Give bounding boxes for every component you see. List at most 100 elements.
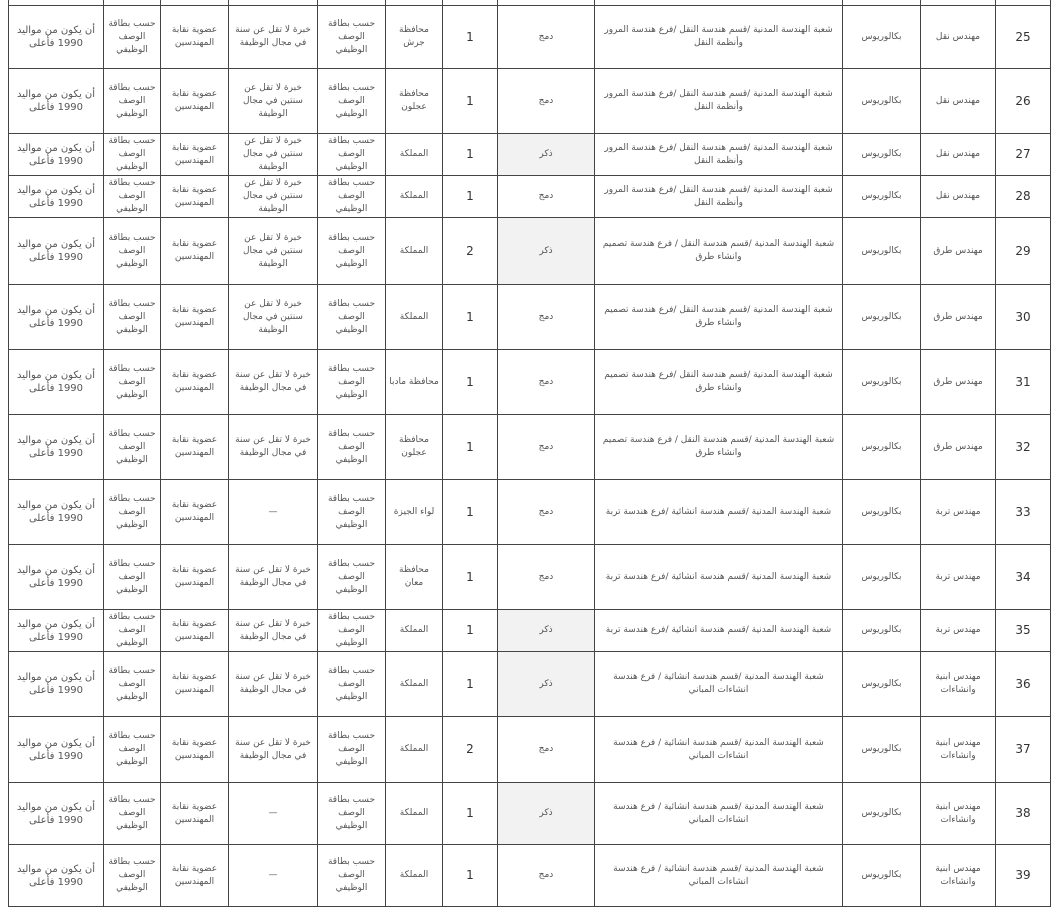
- gender-cell: دمج: [497, 349, 595, 415]
- specialization-cell: شعبة الهندسة المدنية /قسم هندسة انشائية …: [594, 609, 843, 652]
- row-number-cell: 36: [995, 651, 1051, 717]
- row-number-cell: 31: [995, 349, 1051, 415]
- experience-cell: —: [228, 844, 318, 907]
- table-row: 31 مهندس طرق بكالوريوس شعبة الهندسة المدنية…: [8, 349, 1051, 415]
- membership-cell: عضوية نقابة المهندسين: [160, 133, 229, 176]
- job-title-cell: مهندس طرق: [920, 284, 996, 350]
- gender-cell: دمج: [497, 68, 595, 134]
- location-cell: لواء الجيزة: [385, 479, 443, 545]
- specialization-cell: شعبة الهندسة المدنية /قسم هندسة انشائية …: [594, 782, 843, 845]
- age-condition-cell: أن يكون من مواليد 1990 فأعلى: [8, 651, 104, 717]
- location-cell: المملكة: [385, 844, 443, 907]
- age-condition-cell: أن يكون من مواليد 1990 فأعلى: [8, 5, 104, 69]
- job-title-cell: مهندس ابنية وانشاءات: [920, 716, 996, 783]
- gender-cell: دمج: [497, 5, 595, 69]
- job-title-cell: مهندس تربة: [920, 544, 996, 610]
- experience-cell: خبرة لا تقل عن سنة في مجال الوظيفة: [228, 609, 318, 652]
- experience-cell: خبرة لا تقل عن سنة في مجال الوظيفة: [228, 544, 318, 610]
- row-number-cell: 39: [995, 844, 1051, 907]
- age-condition-cell: أن يكون من مواليد 1990 فأعلى: [8, 844, 104, 907]
- vacancy-count-cell: 1: [442, 349, 498, 415]
- experience-cell: خبرة لا تقل عن سنة في مجال الوظيفة: [228, 414, 318, 480]
- job-card-note-cell: حسب بطاقة الوصف الوظيفي: [103, 651, 161, 717]
- gender-cell: ذكر: [497, 782, 595, 845]
- specialization-cell: شعبة الهندسة المدنية /قسم هندسة انشائية …: [594, 716, 843, 783]
- job-card-note-cell: حسب بطاقة الوصف الوظيفي: [103, 5, 161, 69]
- table-row: 35 مهندس تربة بكالوريوس شعبة الهندسة المدني…: [8, 609, 1051, 652]
- age-condition-cell: أن يكون من مواليد 1990 فأعلى: [8, 716, 104, 783]
- job-card-requirement-cell: حسب بطاقة الوصف الوظيفي: [317, 217, 386, 285]
- table-row: 38 مهندس ابنية وانشاءات بكالوريوس شعبة الهن…: [8, 782, 1051, 845]
- job-title-cell: مهندس نقل: [920, 68, 996, 134]
- table-row: 29 مهندس طرق بكالوريوس شعبة الهندسة المدنية…: [8, 217, 1051, 285]
- table-row: 33 مهندس تربة بكالوريوس شعبة الهندسة المدني…: [8, 479, 1051, 545]
- membership-cell: عضوية نقابة المهندسين: [160, 284, 229, 350]
- location-cell: محافظة جرش: [385, 5, 443, 69]
- experience-cell: —: [228, 782, 318, 845]
- experience-cell: خبرة لا تقل عن سنتين في مجال الوظيفة: [228, 68, 318, 134]
- specialization-cell: شعبة الهندسة المدنية /قسم هندسة النقل /ف…: [594, 5, 843, 69]
- job-title-cell: مهندس طرق: [920, 349, 996, 415]
- specialization-cell: شعبة الهندسة المدنية /قسم هندسة النقل / …: [594, 217, 843, 285]
- specialization-cell: شعبة الهندسة المدنية /قسم هندسة انشائية …: [594, 544, 843, 610]
- table-row: 30 مهندس طرق بكالوريوس شعبة الهندسة المدنية…: [8, 284, 1051, 350]
- row-number-cell: 30: [995, 284, 1051, 350]
- membership-cell: عضوية نقابة المهندسين: [160, 414, 229, 480]
- table-row: 27 مهندس نقل بكالوريوس شعبة الهندسة المدنية…: [8, 133, 1051, 176]
- job-card-note-cell: حسب بطاقة الوصف الوظيفي: [103, 349, 161, 415]
- job-card-note-cell: حسب بطاقة الوصف الوظيفي: [103, 414, 161, 480]
- gender-cell: دمج: [497, 414, 595, 480]
- gender-cell: دمج: [497, 479, 595, 545]
- row-number-cell: 27: [995, 133, 1051, 176]
- degree-cell: بكالوريوس: [842, 414, 921, 480]
- location-cell: المملكة: [385, 217, 443, 285]
- experience-cell: خبرة لا تقل عن سنة في مجال الوظيفة: [228, 651, 318, 717]
- degree-cell: بكالوريوس: [842, 651, 921, 717]
- specialization-cell: شعبة الهندسة المدنية /قسم هندسة انشائية …: [594, 479, 843, 545]
- vacancy-count-cell: 1: [442, 68, 498, 134]
- job-card-requirement-cell: حسب بطاقة الوصف الوظيفي: [317, 175, 386, 218]
- degree-cell: بكالوريوس: [842, 5, 921, 69]
- job-card-note-cell: حسب بطاقة الوصف الوظيفي: [103, 544, 161, 610]
- degree-cell: بكالوريوس: [842, 716, 921, 783]
- location-cell: المملكة: [385, 609, 443, 652]
- job-card-requirement-cell: حسب بطاقة الوصف الوظيفي: [317, 5, 386, 69]
- gender-cell: ذكر: [497, 609, 595, 652]
- jobs-table: 25 مهندس نقل بكالوريوس شعبة الهندسة المدنية…: [8, 0, 1051, 907]
- specialization-cell: شعبة الهندسة المدنية /قسم هندسة النقل /ف…: [594, 175, 843, 218]
- gender-cell: دمج: [497, 175, 595, 218]
- job-card-requirement-cell: حسب بطاقة الوصف الوظيفي: [317, 609, 386, 652]
- table-row: 36 مهندس ابنية وانشاءات بكالوريوس شعبة الهن…: [8, 651, 1051, 717]
- job-title-cell: مهندس طرق: [920, 414, 996, 480]
- table-row: 37 مهندس ابنية وانشاءات بكالوريوس شعبة الهن…: [8, 716, 1051, 783]
- gender-cell: ذكر: [497, 217, 595, 285]
- gender-cell: ذكر: [497, 133, 595, 176]
- vacancy-count-cell: 1: [442, 844, 498, 907]
- vacancy-count-cell: 1: [442, 284, 498, 350]
- gender-cell: ذكر: [497, 651, 595, 717]
- age-condition-cell: أن يكون من مواليد 1990 فأعلى: [8, 782, 104, 845]
- job-card-requirement-cell: حسب بطاقة الوصف الوظيفي: [317, 479, 386, 545]
- age-condition-cell: أن يكون من مواليد 1990 فأعلى: [8, 284, 104, 350]
- membership-cell: عضوية نقابة المهندسين: [160, 479, 229, 545]
- row-number-cell: 28: [995, 175, 1051, 218]
- job-card-note-cell: حسب بطاقة الوصف الوظيفي: [103, 175, 161, 218]
- age-condition-cell: أن يكون من مواليد 1990 فأعلى: [8, 609, 104, 652]
- location-cell: محافظة عجلون: [385, 414, 443, 480]
- job-title-cell: مهندس تربة: [920, 609, 996, 652]
- job-card-requirement-cell: حسب بطاقة الوصف الوظيفي: [317, 414, 386, 480]
- job-title-cell: مهندس نقل: [920, 175, 996, 218]
- degree-cell: بكالوريوس: [842, 175, 921, 218]
- age-condition-cell: أن يكون من مواليد 1990 فأعلى: [8, 544, 104, 610]
- membership-cell: عضوية نقابة المهندسين: [160, 217, 229, 285]
- age-condition-cell: أن يكون من مواليد 1990 فأعلى: [8, 349, 104, 415]
- experience-cell: خبرة لا تقل عن سنتين في مجال الوظيفة: [228, 284, 318, 350]
- table-row: 28 مهندس نقل بكالوريوس شعبة الهندسة المدنية…: [8, 175, 1051, 218]
- location-cell: محافظة عجلون: [385, 68, 443, 134]
- gender-cell: دمج: [497, 844, 595, 907]
- specialization-cell: شعبة الهندسة المدنية /قسم هندسة النقل /ف…: [594, 133, 843, 176]
- job-card-note-cell: حسب بطاقة الوصف الوظيفي: [103, 133, 161, 176]
- experience-cell: —: [228, 479, 318, 545]
- experience-cell: خبرة لا تقل عن سنة في مجال الوظيفة: [228, 716, 318, 783]
- row-number-cell: 37: [995, 716, 1051, 783]
